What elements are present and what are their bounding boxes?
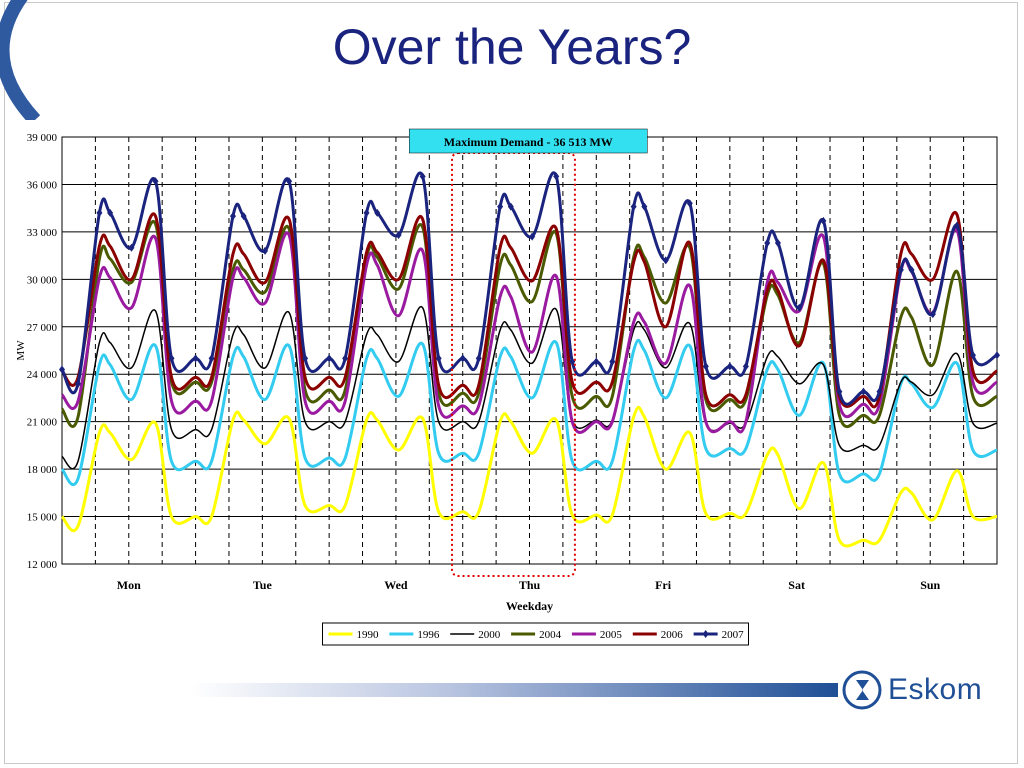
data-point-2007 [876,387,883,396]
data-point-2007 [152,177,159,186]
x-tick-label: Mon [117,578,141,592]
data-point-2007 [908,265,915,274]
data-point-2007 [342,354,349,363]
legend-label-1990: 1990 [357,629,380,641]
data-point-2007 [953,221,960,230]
y-tick-label: 30 000 [27,274,58,286]
data-point-2007 [192,354,199,363]
data-point-2007 [107,208,114,217]
data-point-2007 [286,177,293,186]
series-line-1990 [60,405,998,548]
annotation-box [409,128,648,154]
slide-border [4,2,1018,764]
y-tick-label: 36 000 [27,179,58,191]
eskom-logo-text: Eskom [888,673,983,706]
eskom-logo-icon [842,670,882,710]
y-tick-label: 21 000 [27,417,58,429]
data-point-2007 [229,212,236,221]
data-point-2007 [419,172,426,181]
y-tick-label: 39 000 [27,132,58,144]
annotation-label: Maximum Demand - 36 513 MW [444,135,613,149]
data-point-2007 [497,202,504,211]
data-point-2007 [593,357,600,366]
data-point-2007 [969,351,976,360]
data-point-2007 [435,354,442,363]
x-tick-label: Tue [253,578,273,592]
y-tick-label: 12 000 [27,559,58,571]
legend-marker-2007 [702,630,709,638]
y-axis-title: MW [15,340,27,361]
eskom-logo: Eskom [842,668,1002,712]
data-point-2007 [836,387,843,396]
legend [322,622,749,646]
data-point-2007 [860,387,867,396]
data-point-2007 [726,362,733,371]
x-tick-label: Sun [920,578,940,592]
data-point-2007 [662,256,669,265]
data-point-2007 [929,310,936,319]
data-point-2007 [609,357,616,366]
data-point-2007 [59,365,65,374]
data-point-2007 [475,354,482,363]
data-point-2007 [208,354,215,363]
data-point-2007 [702,362,709,371]
data-point-2007 [262,246,269,255]
data-point-2007 [395,231,402,240]
data-point-2007 [796,303,803,312]
data-point-2007 [326,354,333,363]
data-point-2007 [569,357,576,366]
data-point-2007 [529,232,536,241]
legend-label-2005: 2005 [600,629,623,641]
data-point-2007 [75,379,82,388]
y-tick-label: 15 000 [27,512,58,524]
x-tick-label: Sat [788,578,805,592]
x-axis-title: Weekday [506,599,553,613]
data-point-2007 [897,265,904,274]
data-point-2007 [994,351,1000,360]
data-point-2007 [553,172,560,181]
y-tick-label: 24 000 [27,369,58,381]
y-tick-label: 33 000 [27,227,58,239]
slide-title: Over the Years? [332,19,692,75]
x-tick-label: Thu [519,578,541,592]
legend-label-2007: 2007 [722,629,745,641]
series-line-2000 [61,306,998,470]
data-point-2007 [686,199,693,208]
legend-label-2006: 2006 [661,629,684,641]
legend-label-2000: 2000 [478,629,501,641]
data-point-2007 [630,202,637,211]
data-point-2007 [641,202,648,211]
data-point-2007 [363,208,370,217]
data-point-2007 [240,212,247,221]
data-point-2007 [128,243,135,252]
data-point-2007 [507,202,514,211]
data-point-2007 [820,216,827,225]
y-tick-label: 27 000 [27,322,58,334]
series-line-2007 [60,171,998,406]
footer-gradient-bar [190,683,838,697]
data-point-2007 [742,362,749,371]
data-point-2007 [459,354,466,363]
data-point-2007 [96,208,103,217]
x-tick-label: Wed [384,578,408,592]
data-point-2007 [764,238,771,247]
legend-label-2004: 2004 [539,629,562,641]
data-point-2007 [302,354,309,363]
line-chart: 12 000 15 000 18 000 21 000 24 000 27 000 30 0… [15,128,1000,646]
series-line-1996 [60,338,998,487]
x-tick-label: Fri [655,578,672,592]
legend-label-1996: 1996 [417,629,440,641]
data-point-2007 [774,238,781,247]
data-point-2007 [168,354,175,363]
decorative-arc [0,0,41,120]
data-point-2007 [374,208,381,217]
y-tick-label: 18 000 [27,464,58,476]
